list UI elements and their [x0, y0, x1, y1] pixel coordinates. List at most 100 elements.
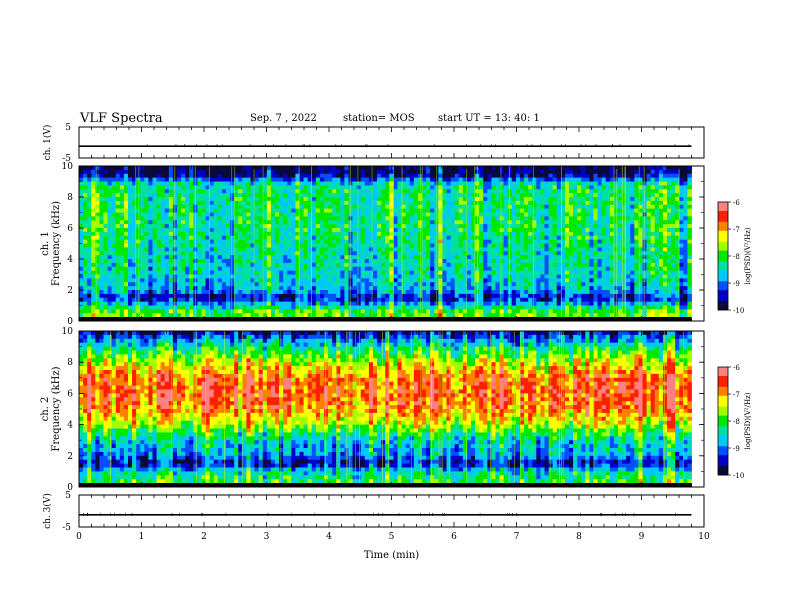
spectrogram-cell [450, 270, 456, 275]
spectrogram-cell [340, 169, 345, 175]
spectrogram-cell [185, 259, 190, 264]
spectrogram-cell [283, 212, 288, 217]
spectrogram-cell [552, 204, 558, 210]
spectrogram-cell [564, 286, 570, 291]
spectrogram-cell [483, 290, 488, 295]
spectrogram-cell [491, 166, 496, 171]
spectrogram-cell [115, 181, 121, 186]
spectrogram-cell [213, 231, 219, 237]
spectrogram-cell [564, 197, 570, 202]
spectrogram-cell [287, 181, 292, 186]
spectrogram-cell [426, 166, 431, 171]
spectrogram-cell [417, 177, 423, 182]
spectrogram-cell [540, 313, 545, 318]
spectrogram-cell [340, 313, 345, 318]
spectrogram-cell [136, 220, 141, 225]
spectrogram-cell [446, 166, 451, 171]
spectrogram-cell [107, 239, 113, 244]
spectrogram-cell [417, 189, 423, 194]
spectrogram-cell [466, 177, 472, 182]
spectrogram-cell [450, 243, 456, 248]
spectrogram-cell [152, 173, 157, 179]
spectrogram-cell [205, 313, 211, 318]
spectrogram-cell [426, 297, 431, 303]
spectrogram-cell [136, 251, 141, 256]
spectrogram-cell [246, 301, 251, 306]
spectrogram-cell [397, 305, 402, 310]
spectrogram-cell [115, 282, 121, 287]
spectrogram-cell [258, 200, 264, 206]
spectrogram-cell [413, 224, 419, 229]
spectrogram-cell [111, 173, 117, 179]
spectrogram-cell [507, 293, 513, 299]
spectrogram-cell [189, 224, 194, 229]
spectrogram-cell [348, 266, 353, 272]
spectrogram-cell [564, 216, 570, 221]
spectrogram-cell [405, 224, 411, 229]
spectrogram-cell [115, 293, 121, 299]
spectrogram-cell [422, 259, 427, 264]
spectrogram-cell [430, 282, 435, 287]
spectrogram-cell [119, 305, 125, 310]
spectrogram-cell [352, 212, 358, 217]
spectrogram-cell [422, 228, 427, 233]
spectrogram-cell [160, 239, 166, 244]
spectrogram-cell [458, 185, 464, 190]
spectrogram-cell [128, 169, 133, 175]
spectrogram-cell [503, 181, 509, 186]
spectrogram-cell [177, 255, 182, 260]
spectrogram-cell [364, 282, 370, 287]
spectrogram-cell [107, 228, 113, 233]
spectrogram-cell [311, 204, 317, 210]
spectrogram-cell [95, 305, 100, 310]
spectrogram-cell [299, 282, 304, 287]
spectrogram-cell [148, 173, 153, 179]
spectrogram-cell [511, 259, 517, 264]
spectrogram-cell [340, 305, 345, 310]
spectrogram-cell [466, 212, 472, 217]
spectrogram-cell [91, 208, 96, 213]
spectrogram-cell [201, 262, 206, 268]
spectrogram-cell [540, 197, 545, 202]
spectrogram-cell [389, 286, 394, 291]
spectrogram-cell [377, 290, 382, 295]
spectrogram-cell [111, 278, 117, 283]
spectrogram-cell [83, 309, 88, 314]
spectrogram-cell [413, 270, 419, 275]
spectrogram-cell [201, 282, 206, 287]
spectrogram-cell [91, 216, 96, 221]
spectrogram-cell [417, 286, 423, 291]
spectrogram-cell [552, 212, 558, 217]
spectrogram-cell [242, 239, 247, 244]
spectrogram-cell [279, 166, 284, 171]
spectrogram-cell [295, 216, 300, 221]
spectrogram-cell [209, 166, 215, 171]
spectrogram-cell [254, 185, 260, 190]
spectrogram-cell [230, 177, 235, 182]
spectrogram-cell [466, 204, 472, 210]
spectrogram-cell [266, 255, 272, 260]
spectrogram-cell [172, 293, 178, 299]
spectrogram-cell [368, 247, 374, 252]
spectrogram-cell [226, 220, 231, 225]
spectrogram-cell [283, 200, 288, 206]
spectrogram-cell [544, 301, 549, 306]
spectrogram-cell [536, 169, 541, 175]
spectrogram-cell [291, 212, 296, 217]
spectrogram-cell [164, 251, 170, 256]
spectrogram-cell [156, 169, 162, 175]
spectrogram-cell [291, 290, 296, 295]
spectrogram-cell [413, 243, 419, 248]
spectrogram-cell [197, 212, 202, 217]
spectrogram-cell [119, 239, 125, 244]
spectrogram-cell [144, 169, 149, 175]
spectrogram-cell [511, 297, 517, 303]
spectrogram-cell [303, 220, 309, 225]
spectrogram-cell [299, 197, 304, 202]
spectrogram-cell [454, 262, 460, 268]
spectrogram-cell [426, 181, 431, 186]
spectrogram-cell [185, 166, 190, 171]
spectrogram-cell [450, 266, 456, 272]
spectrogram-cell [397, 282, 402, 287]
spectrogram-cell [242, 212, 247, 217]
